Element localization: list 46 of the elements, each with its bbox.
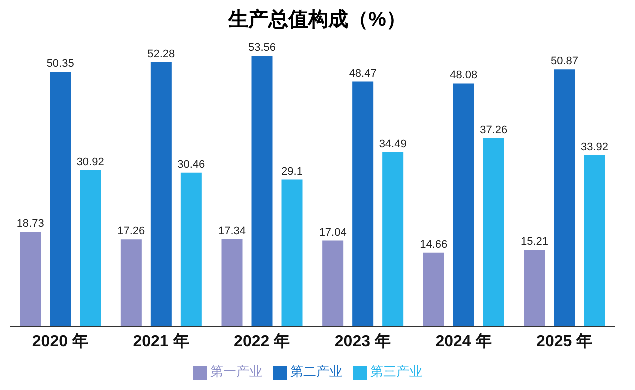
data-label: 33.92: [580, 141, 609, 154]
x-tick-label: 2020 年: [32, 332, 88, 350]
x-tick-label: 2024 年: [436, 332, 492, 350]
legend-label: 第二产业: [290, 364, 342, 379]
bar: [453, 84, 474, 327]
bar: [382, 152, 404, 327]
bar: [524, 250, 546, 327]
data-label: 52.28: [148, 48, 176, 60]
bar: [352, 82, 374, 327]
bar: [150, 62, 172, 327]
data-label: 48.47: [349, 68, 377, 80]
x-tick-label: 2021 年: [133, 332, 190, 350]
data-label: 30.46: [178, 158, 206, 171]
bar: [282, 180, 303, 327]
data-label: 48.08: [450, 70, 478, 82]
bar: [584, 155, 606, 327]
bar: [322, 240, 344, 327]
chart-title: 生产总值构成（%）: [227, 8, 408, 33]
x-tick-label: 2022 年: [234, 332, 290, 350]
bar: [252, 56, 273, 327]
data-label: 17.04: [319, 226, 347, 239]
x-tick-label: 2025 年: [536, 332, 593, 350]
data-label: 15.21: [520, 236, 549, 248]
data-label: 37.26: [480, 124, 508, 136]
bar: [50, 72, 72, 327]
data-label: 53.56: [248, 42, 276, 54]
bar: [20, 232, 42, 327]
legend-label: 第一产业: [210, 364, 262, 379]
x-tick-label: 2023 年: [334, 332, 391, 350]
bar: [180, 172, 202, 327]
bar: [120, 240, 142, 327]
data-label: 18.73: [16, 218, 44, 230]
bar: [554, 70, 576, 327]
data-label: 17.34: [218, 225, 246, 238]
data-label: 29.1: [282, 166, 303, 178]
data-label: 30.92: [76, 156, 104, 169]
bar: [483, 138, 504, 327]
data-label: 50.35: [46, 58, 74, 70]
data-label: 50.87: [550, 56, 579, 68]
data-label: 34.49: [379, 138, 407, 150]
bar: [222, 239, 243, 327]
data-label: 14.66: [420, 238, 448, 251]
data-label: 17.26: [118, 226, 146, 238]
legend-label: 第三产业: [370, 364, 422, 379]
bar: [80, 170, 102, 327]
bar: [423, 252, 444, 327]
